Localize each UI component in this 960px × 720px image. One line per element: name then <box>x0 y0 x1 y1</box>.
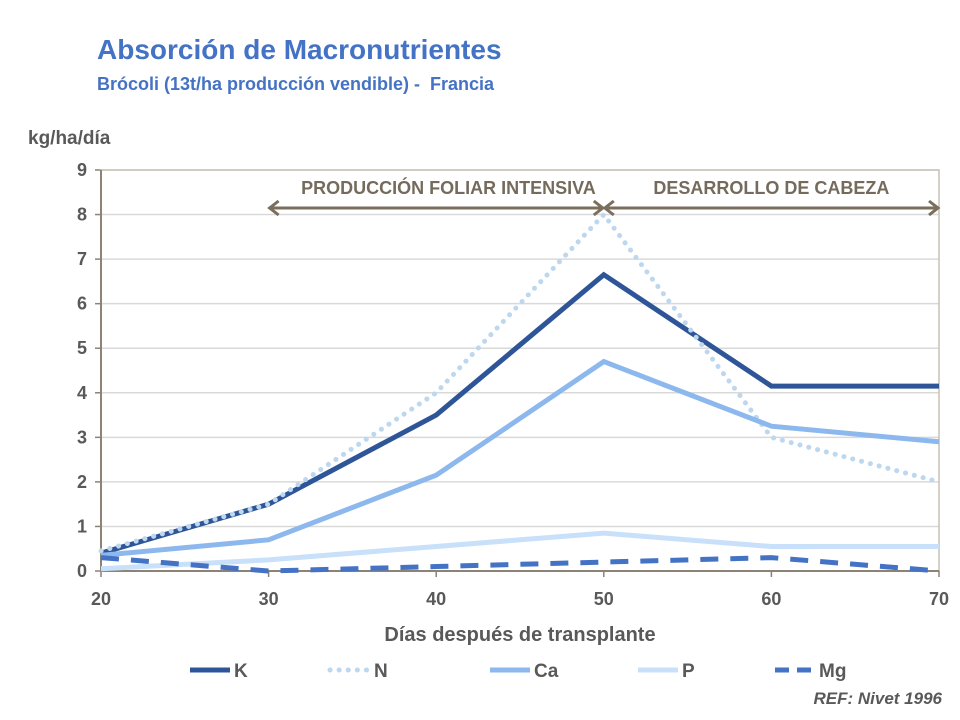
y-tick-label: 7 <box>77 249 87 269</box>
y-tick-label: 2 <box>77 472 87 492</box>
y-tick-label: 1 <box>77 516 87 536</box>
series-line-n <box>98 210 942 554</box>
y-axis-label: kg/ha/día <box>28 128 111 149</box>
annotation-label: DESARROLLO DE CABEZA <box>653 178 889 198</box>
legend-label-mg: Mg <box>819 661 846 682</box>
legend-label-n: N <box>374 661 388 682</box>
x-tick-label: 50 <box>594 589 614 609</box>
chart-title: Absorción de Macronutrientes <box>97 34 502 65</box>
y-tick-label: 9 <box>77 160 87 180</box>
y-tick-label: 4 <box>77 383 87 403</box>
y-tick-label: 5 <box>77 338 87 358</box>
y-tick-label: 3 <box>77 427 87 447</box>
legend-label-k: K <box>234 661 248 682</box>
y-tick-label: 8 <box>77 205 87 225</box>
plot-border <box>100 169 940 572</box>
series-line-mg <box>100 555 940 574</box>
arrow-head-left <box>267 199 280 217</box>
legend-label-ca: Ca <box>534 661 559 682</box>
series-line-k <box>100 271 939 556</box>
x-tick-label: 60 <box>761 589 781 609</box>
x-tick-label: 20 <box>91 589 111 609</box>
series-line-ca <box>100 358 940 558</box>
chart-subtitle: Brócoli (13t/ha producción vendible) - F… <box>97 74 495 94</box>
arrow-head-right <box>928 199 941 217</box>
annotation-label: PRODUCCIÓN FOLIAR INTENSIVA <box>301 177 596 198</box>
legend-label-p: P <box>682 661 695 682</box>
x-axis-label: Días después de transplante <box>384 624 656 646</box>
x-tick-label: 70 <box>929 589 949 609</box>
y-tick-label: 0 <box>77 561 87 581</box>
y-tick-label: 6 <box>77 294 87 314</box>
series-line-p <box>100 530 939 572</box>
source-reference: REF: Nivet 1996 <box>813 689 943 708</box>
x-tick-label: 30 <box>259 589 279 609</box>
x-tick-label: 40 <box>426 589 446 609</box>
arrow-head-left <box>602 199 615 217</box>
